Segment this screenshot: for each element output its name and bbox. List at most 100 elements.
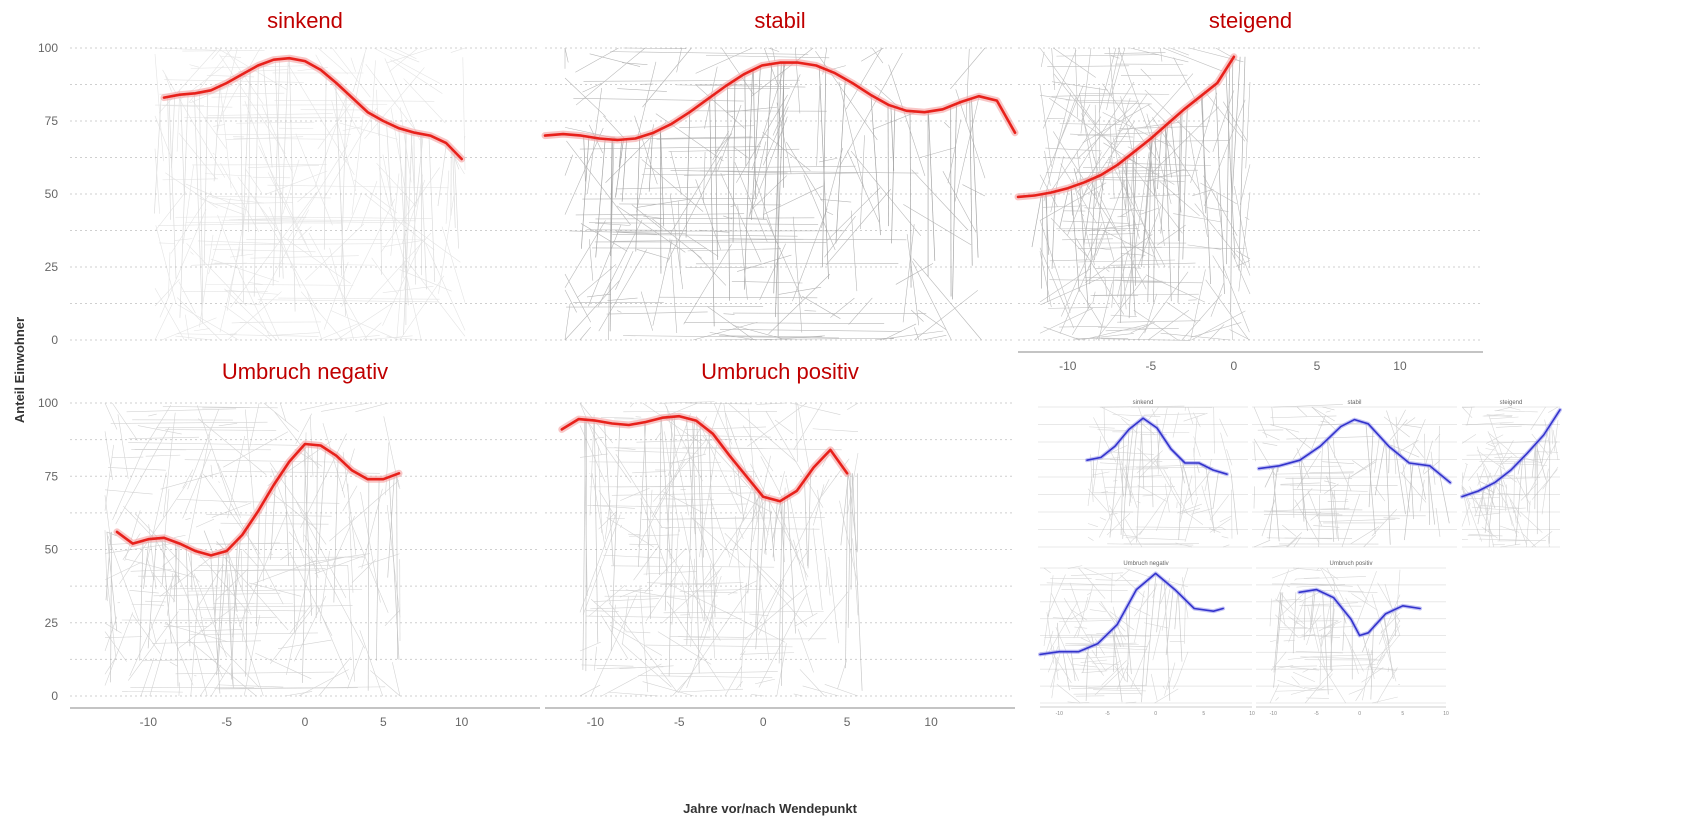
trajectory-line — [359, 630, 383, 697]
trajectory-line — [1221, 536, 1229, 539]
trajectory-line — [610, 424, 621, 651]
trajectory-line — [638, 675, 773, 678]
trajectory-line — [736, 94, 788, 183]
trajectory-line — [112, 402, 138, 441]
trajectory-line — [314, 96, 347, 188]
trajectory-line — [825, 211, 834, 216]
trajectory-line — [695, 47, 753, 74]
trajectory-line — [681, 514, 704, 622]
trajectory-line — [306, 290, 323, 341]
trajectory-line — [711, 507, 715, 509]
trajectory-line — [1184, 598, 1186, 644]
trajectory-line — [1157, 453, 1160, 475]
trajectory-line — [564, 273, 592, 323]
trajectory-line — [1081, 213, 1085, 217]
trajectory-line — [751, 47, 814, 97]
trajectory-line — [1124, 425, 1134, 499]
trajectory-line — [1302, 669, 1309, 673]
x-tick-label: 10 — [455, 715, 469, 729]
trajectory-line — [1087, 523, 1098, 527]
trajectory-line — [909, 111, 912, 288]
trajectory-line — [793, 539, 814, 617]
trajectory-line — [454, 157, 465, 175]
trajectory-line — [609, 139, 613, 332]
trend-line — [1016, 55, 1236, 199]
trajectory-line — [104, 543, 172, 554]
trajectory-line — [1141, 578, 1150, 703]
x-tick-label: 10 — [924, 715, 938, 729]
trajectory-line — [1417, 464, 1426, 500]
x-tick-label: 0 — [760, 715, 767, 729]
trajectory-line — [1087, 536, 1094, 541]
trajectory-line — [211, 197, 265, 204]
trajectory-line — [165, 75, 172, 92]
trajectory-line — [679, 125, 755, 128]
trajectory-line — [595, 138, 606, 258]
trajectory-line — [606, 517, 654, 548]
trajectory-line — [105, 531, 112, 601]
trajectory-line — [1361, 667, 1384, 683]
trajectory-line — [410, 131, 415, 192]
trajectory-line — [1347, 638, 1359, 675]
trajectory-line — [1134, 590, 1145, 643]
trajectory-line — [720, 172, 762, 263]
trajectory-line — [1296, 584, 1345, 588]
trajectory-line — [1295, 651, 1343, 654]
trajectory-line — [413, 132, 416, 285]
trajectory-line — [1190, 322, 1242, 338]
trajectory-line — [1245, 81, 1251, 169]
trajectory-line — [731, 492, 771, 552]
trajectory-line — [1499, 507, 1526, 510]
trajectory-line — [600, 614, 629, 659]
trajectory-line — [1091, 178, 1115, 262]
trajectory-line — [1133, 309, 1179, 341]
trajectory-line — [1271, 507, 1350, 512]
trajectory-line — [218, 481, 220, 483]
trajectory-line — [1156, 579, 1163, 633]
trajectory-line — [340, 92, 347, 276]
trajectory-line — [245, 168, 263, 194]
trajectory-line — [1067, 701, 1079, 704]
trajectory-line — [1061, 589, 1128, 591]
trajectory-line — [1156, 485, 1173, 531]
trajectory-line — [812, 428, 859, 432]
trajectory-line — [735, 516, 743, 613]
trajectory-line — [1427, 465, 1436, 525]
trajectory-line — [182, 469, 194, 489]
trajectory-line — [845, 47, 883, 110]
trajectory-line — [191, 100, 227, 149]
trajectory-line — [1047, 65, 1130, 67]
trajectory-line — [1322, 406, 1335, 411]
trajectory-line — [355, 402, 389, 413]
trajectory-line — [760, 456, 784, 501]
trajectory-line — [1164, 580, 1171, 701]
trajectory-line — [396, 250, 405, 341]
trajectory-line — [629, 534, 680, 537]
trajectory-line — [703, 151, 706, 204]
trajectory-line — [178, 281, 196, 314]
trajectory-line — [1310, 511, 1322, 521]
trajectory-line — [636, 198, 691, 208]
trajectory-line — [1069, 582, 1084, 622]
y-tick-label: 0 — [51, 689, 58, 703]
trajectory-line — [1063, 229, 1127, 232]
trajectory-line — [178, 609, 307, 612]
trajectory-line — [1079, 93, 1093, 174]
trajectory-line — [214, 262, 375, 266]
trajectory-line — [1117, 442, 1124, 497]
trajectory-line — [175, 335, 213, 341]
trajectory-line — [282, 236, 351, 284]
trajectory-line — [670, 150, 682, 195]
trajectory-line — [1318, 664, 1376, 668]
trajectory-line — [167, 96, 172, 220]
trajectory-line — [708, 577, 718, 632]
trajectory-line — [401, 179, 426, 244]
trajectory-line — [1065, 99, 1137, 102]
trajectory-line — [132, 614, 161, 654]
trajectory-line — [149, 638, 167, 697]
trajectory-line — [969, 99, 973, 266]
trajectory-line — [1100, 406, 1131, 422]
trajectory-line — [1190, 269, 1206, 341]
trajectory-line — [1471, 506, 1500, 510]
inset-panel-title: sinkend — [1133, 400, 1154, 406]
